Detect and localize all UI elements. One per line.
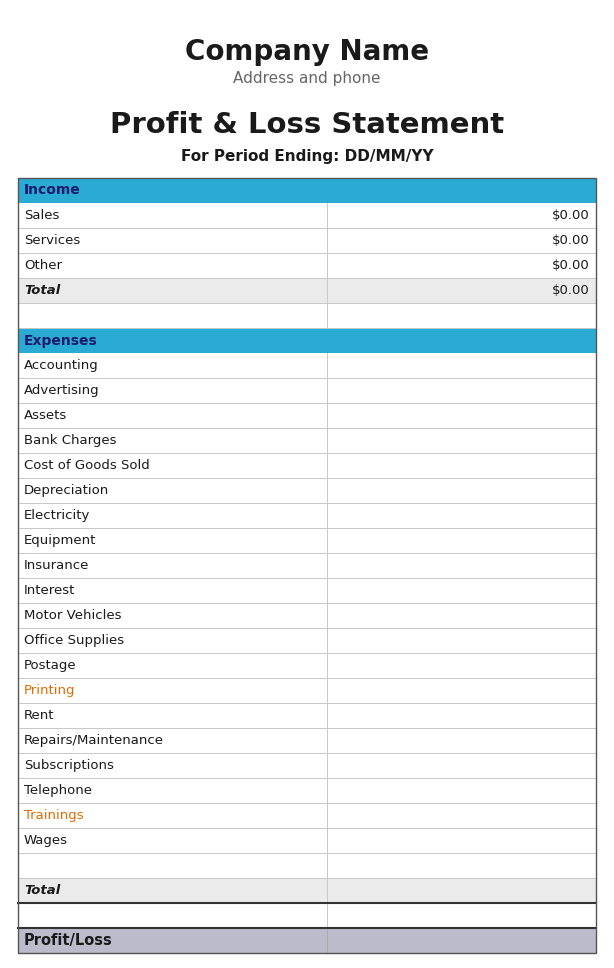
Text: $0.00: $0.00 [552,234,590,247]
Bar [18,803,596,828]
Text: Assets: Assets [24,409,68,422]
Bar [18,728,596,753]
Bar [18,778,596,803]
Text: Total: Total [24,284,60,297]
Bar [18,678,596,703]
Text: Profit & Loss Statement: Profit & Loss Statement [110,111,504,139]
Text: Trainings: Trainings [24,809,84,822]
Text: Address and phone: Address and phone [233,71,381,85]
Bar [18,203,596,228]
Bar [18,528,596,553]
Bar [18,828,596,853]
Text: Printing: Printing [24,684,76,697]
Text: Other: Other [24,259,62,272]
Text: Accounting: Accounting [24,359,99,372]
Text: Insurance: Insurance [24,559,90,572]
Text: Postage: Postage [24,659,77,672]
Bar [18,578,596,603]
Text: Sales: Sales [24,209,60,222]
Text: $0.00: $0.00 [552,284,590,297]
Text: Equipment: Equipment [24,534,96,547]
Bar [18,903,596,928]
Text: Rent: Rent [24,709,55,722]
Text: $0.00: $0.00 [552,209,590,222]
Text: Bank Charges: Bank Charges [24,434,117,447]
Bar [18,303,596,328]
Text: Profit/Loss: Profit/Loss [24,933,113,948]
Bar [18,328,596,353]
Bar [18,178,596,953]
Bar [18,553,596,578]
Bar [18,503,596,528]
Bar [18,653,596,678]
Bar [18,378,596,403]
Text: Cost of Goods Sold: Cost of Goods Sold [24,459,150,472]
Bar [18,753,596,778]
Bar [18,603,596,628]
Bar [18,403,596,428]
Bar [18,453,596,478]
Text: Repairs/Maintenance: Repairs/Maintenance [24,734,164,747]
Text: Services: Services [24,234,80,247]
Bar [18,228,596,253]
Bar [18,478,596,503]
Text: Subscriptions: Subscriptions [24,759,114,772]
Text: Telephone: Telephone [24,784,92,797]
Bar [18,878,596,903]
Text: Wages: Wages [24,834,68,847]
Text: Office Supplies: Office Supplies [24,634,124,647]
Bar [18,253,596,278]
Bar [18,853,596,878]
Text: Expenses: Expenses [24,334,98,348]
Text: Motor Vehicles: Motor Vehicles [24,609,122,622]
Text: Advertising: Advertising [24,384,99,397]
Bar [18,703,596,728]
Text: Total: Total [24,884,60,897]
Bar [18,628,596,653]
Text: Depreciation: Depreciation [24,484,109,497]
Bar [18,353,596,378]
Bar [18,428,596,453]
Bar [18,928,596,953]
Text: $0.00: $0.00 [552,259,590,272]
Text: Electricity: Electricity [24,509,90,522]
Bar [18,178,596,203]
Text: Income: Income [24,184,81,197]
Text: Interest: Interest [24,584,76,597]
Bar [18,278,596,303]
Text: For Period Ending: DD/MM/YY: For Period Ending: DD/MM/YY [181,149,433,165]
Text: Company Name: Company Name [185,38,429,66]
